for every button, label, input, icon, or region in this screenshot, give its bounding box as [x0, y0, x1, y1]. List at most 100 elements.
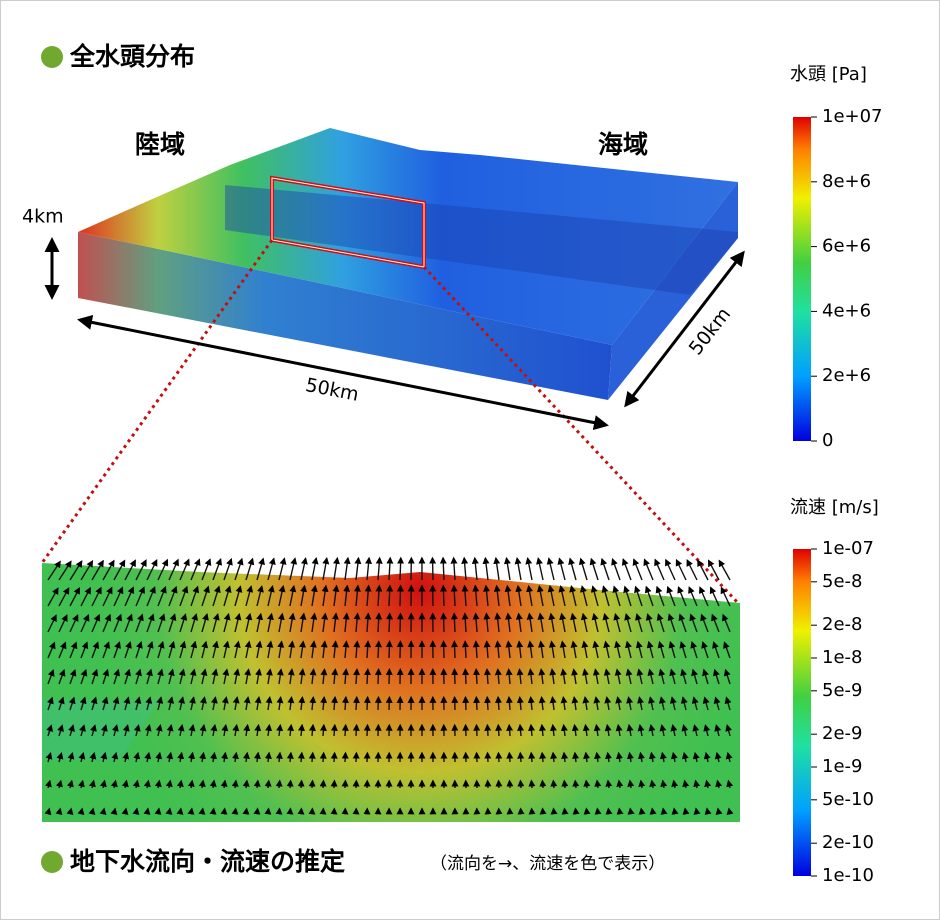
- flow-arrow: [265, 668, 273, 685]
- flow-arrow: [504, 584, 512, 607]
- flow-arrow: [668, 640, 676, 659]
- flow-arrow: [558, 584, 566, 607]
- flow-arrow: [58, 560, 72, 581]
- flow-arrow: [353, 640, 361, 659]
- flow-arrow: [571, 696, 579, 711]
- flow-arrow: [67, 751, 75, 763]
- flow-arrow: [190, 585, 200, 607]
- flow-arrow: [47, 641, 56, 659]
- flow-arrow: [450, 584, 458, 607]
- flow-arrow: [506, 751, 514, 763]
- flow-arrow: [68, 724, 75, 737]
- flow-arrow: [583, 807, 591, 815]
- flow-arrow: [680, 668, 688, 685]
- flow-arrow: [133, 724, 141, 737]
- flow-arrow: [670, 724, 678, 737]
- flow-arrow: [122, 751, 130, 763]
- flow-arrow: [493, 556, 501, 581]
- flow-arrow: [669, 668, 677, 685]
- flow-arrow: [593, 696, 601, 711]
- flow-arrow: [276, 723, 284, 737]
- flow-arrow: [275, 779, 283, 789]
- flow-arrow: [102, 559, 115, 581]
- flow-arrow: [547, 584, 555, 607]
- flow-arrow: [689, 613, 698, 633]
- flow-arrow: [548, 612, 556, 633]
- flow-arrow: [90, 724, 97, 737]
- flow-arrow: [616, 807, 624, 815]
- flow-arrow: [58, 587, 70, 607]
- flow-arrow: [321, 584, 329, 607]
- flow-arrow: [342, 695, 349, 711]
- flow-arrow: [330, 723, 338, 737]
- flow-arrow: [353, 584, 361, 607]
- flow-arrow: [659, 723, 667, 737]
- flow-arrow: [253, 807, 261, 815]
- flow-arrow: [505, 668, 513, 685]
- flow-arrow: [582, 696, 590, 711]
- flow-arrow: [462, 668, 470, 685]
- flow-arrow: [201, 640, 209, 659]
- flow-arrow: [515, 584, 523, 607]
- flow-arrow: [46, 724, 53, 737]
- tick-label: 1e-9: [822, 756, 862, 777]
- flow-arrow: [190, 558, 201, 581]
- flow-arrow: [583, 751, 591, 763]
- flow-arrow: [333, 556, 340, 581]
- flow-arrow: [527, 668, 535, 685]
- flow-arrow: [135, 668, 142, 685]
- width-label: 50km: [304, 374, 361, 406]
- flow-arrow: [634, 585, 643, 607]
- flow-arrow: [66, 807, 74, 816]
- flow-arrow: [157, 585, 167, 607]
- flow-arrow: [212, 585, 221, 607]
- flow-arrow: [133, 751, 141, 763]
- flow-arrow: [580, 612, 588, 633]
- flow-arrow: [178, 696, 185, 711]
- flow-arrow: [287, 695, 295, 711]
- flow-arrow: [232, 723, 240, 737]
- flow-arrow: [143, 807, 151, 815]
- flow-arrow: [635, 640, 643, 659]
- flow-arrow: [145, 696, 153, 711]
- flow-arrow: [157, 613, 166, 633]
- flow-arrow: [726, 807, 734, 816]
- flow-arrow: [493, 584, 501, 607]
- flow-arrow: [550, 779, 558, 789]
- flow-arrow: [112, 696, 120, 711]
- tick-label: 2e-9: [822, 723, 862, 744]
- flow-arrow: [47, 696, 54, 711]
- flow-arrow: [342, 612, 350, 633]
- flow-arrow: [167, 668, 175, 685]
- flow-arrow: [222, 640, 230, 659]
- flow-arrow: [254, 723, 262, 737]
- flow-arrow: [647, 668, 655, 685]
- flow-arrow: [494, 640, 502, 659]
- flow-arrow: [264, 779, 272, 789]
- flow-arrow: [198, 807, 206, 815]
- flow-arrow: [494, 668, 502, 685]
- flow-arrow: [58, 641, 67, 659]
- flow-arrow: [102, 586, 113, 607]
- flow-arrow: [472, 668, 480, 685]
- flow-arrow: [201, 613, 209, 633]
- flow-arrow: [287, 668, 295, 685]
- flow-arrow: [616, 751, 623, 763]
- flow-arrow: [188, 751, 196, 763]
- tick-label: 1e-07: [822, 538, 874, 559]
- flow-arrow: [655, 585, 665, 607]
- flow-arrow: [527, 640, 535, 659]
- flow-arrow: [110, 779, 118, 789]
- flow-arrow: [637, 723, 645, 737]
- flow-arrow: [88, 807, 96, 816]
- flow-arrow: [113, 613, 122, 633]
- flow-arrow: [113, 641, 121, 659]
- flow-arrow: [121, 779, 129, 789]
- flow-arrow: [199, 696, 207, 711]
- flow-arrow: [484, 723, 492, 737]
- flow-arrow: [667, 613, 676, 633]
- flow-arrow: [483, 640, 491, 659]
- flow-arrow: [277, 640, 285, 659]
- flow-arrow: [168, 585, 178, 607]
